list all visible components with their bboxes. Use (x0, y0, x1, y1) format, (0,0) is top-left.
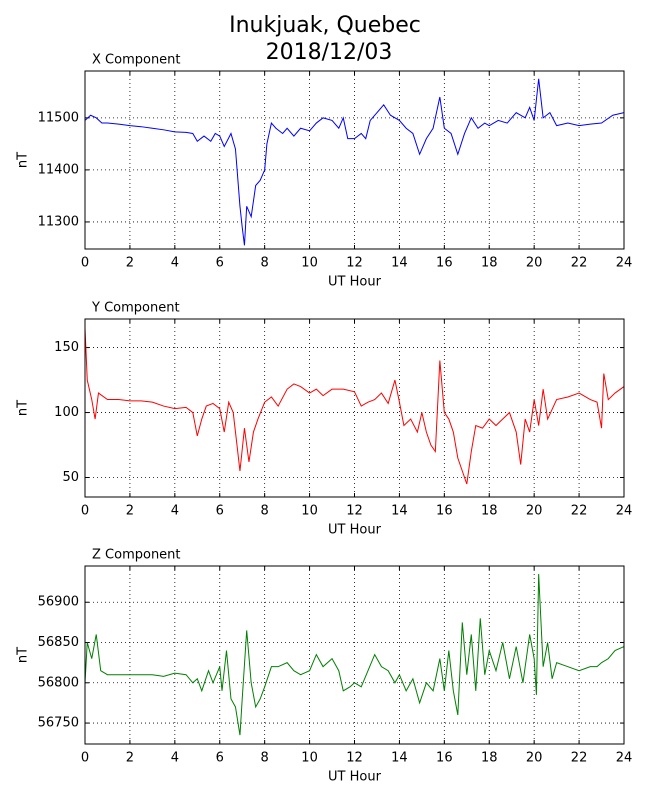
x-tick-label: 14 (391, 256, 408, 271)
x-tick-label: 4 (171, 256, 179, 271)
x-tick-label: 20 (526, 504, 543, 519)
y-tick-label: 100 (54, 405, 79, 420)
y-tick-label: 56800 (38, 675, 79, 690)
y-tick-label: 150 (54, 340, 79, 355)
plot-frame (84, 565, 625, 745)
x-tick-label: 8 (261, 751, 269, 766)
x-tick-label: 4 (171, 751, 179, 766)
x-tick-label: 24 (616, 256, 633, 271)
subplot-title: X Component (92, 53, 181, 68)
y-tick-label: 11500 (38, 110, 79, 125)
x-tick-label: 12 (346, 256, 363, 271)
x-tick-label: 8 (261, 256, 269, 271)
x-tick-label: 10 (301, 751, 318, 766)
x-tick-label: 6 (216, 751, 224, 766)
x-tick-label: 20 (526, 751, 543, 766)
y-axis-label: nT (16, 152, 31, 168)
x-tick-label: 18 (481, 504, 498, 519)
x-tick-label: 2 (126, 504, 134, 519)
x-tick-label: 8 (261, 504, 269, 519)
x-tick-label: 0 (81, 504, 89, 519)
x-tick-label: 20 (526, 256, 543, 271)
x-tick-label: 6 (216, 256, 224, 271)
y-axis-label: nT (16, 400, 31, 416)
x-tick-label: 2 (126, 256, 134, 271)
x-tick-label: 24 (616, 504, 633, 519)
y-tick-label: 11400 (38, 162, 79, 177)
x-tick-label: 18 (481, 256, 498, 271)
subplot-title: Y Component (91, 301, 180, 316)
x-tick-label: 16 (436, 504, 453, 519)
subplot-title: Z Component (92, 548, 181, 563)
x-tick-label: 24 (616, 751, 633, 766)
x-tick-label: 10 (301, 504, 318, 519)
data-line (84, 328, 625, 485)
x-tick-label: 16 (436, 751, 453, 766)
x-tick-label: 0 (81, 256, 89, 271)
x-axis-label: UT Hour (328, 523, 382, 538)
x-tick-label: 22 (571, 256, 588, 271)
x-tick-label: 18 (481, 751, 498, 766)
x-axis-label: UT Hour (328, 275, 382, 290)
x-tick-label: 22 (571, 751, 588, 766)
figure-title: Inukjuak, Quebec (229, 13, 421, 38)
y-tick-label: 56850 (38, 635, 79, 650)
x-tick-label: 12 (346, 751, 363, 766)
y-axis-label: nT (16, 647, 31, 663)
x-tick-label: 4 (171, 504, 179, 519)
x-tick-label: 14 (391, 504, 408, 519)
figure-subtitle: 2018/12/03 (266, 40, 393, 65)
x-tick-label: 16 (436, 256, 453, 271)
data-line (84, 78, 625, 246)
data-line (84, 574, 625, 736)
y-tick-label: 56750 (38, 716, 79, 731)
x-tick-label: 0 (81, 751, 89, 766)
plot-frame (84, 318, 625, 498)
y-tick-label: 50 (62, 470, 79, 485)
x-tick-label: 10 (301, 256, 318, 271)
y-tick-label: 56900 (38, 595, 79, 610)
plot-frame (84, 70, 625, 250)
x-tick-label: 14 (391, 751, 408, 766)
x-tick-label: 2 (126, 751, 134, 766)
x-tick-label: 6 (216, 504, 224, 519)
x-tick-label: 22 (571, 504, 588, 519)
x-axis-label: UT Hour (328, 770, 382, 785)
y-tick-label: 11300 (38, 214, 79, 229)
x-tick-label: 12 (346, 504, 363, 519)
